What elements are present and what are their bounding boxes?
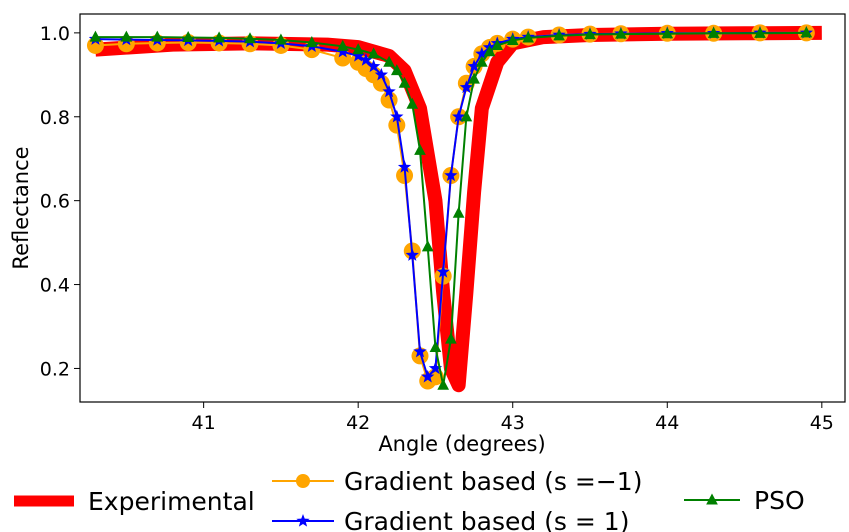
legend: Experimental Gradient based (s =−1) Grad… xyxy=(14,467,805,532)
data-point-triangle xyxy=(506,33,519,45)
x-tick-label: 45 xyxy=(810,412,834,434)
data-point-circle xyxy=(372,74,390,92)
data-point-triangle xyxy=(275,33,287,45)
data-point-triangle xyxy=(305,36,318,48)
data-point-star xyxy=(382,84,396,98)
plot-frame xyxy=(79,13,846,403)
data-point-triangle xyxy=(460,110,473,122)
legend-entry-gradient-s-neg1: Gradient based (s =−1) xyxy=(272,467,642,496)
data-point-star xyxy=(413,344,427,358)
data-point-triangle xyxy=(584,28,596,40)
data-point-star xyxy=(475,46,489,60)
legend-entry-pso: PSO xyxy=(684,486,805,515)
data-point-triangle xyxy=(707,26,720,38)
y-tick-label: 0.6 xyxy=(40,191,70,213)
x-tick-label: 44 xyxy=(655,412,679,434)
legend-marker-star xyxy=(296,514,310,527)
data-point-triangle xyxy=(522,31,535,43)
y-axis-label: Reflectance xyxy=(9,146,33,269)
legend-label-pso: PSO xyxy=(754,486,805,515)
data-point-triangle xyxy=(445,332,457,344)
data-point-triangle xyxy=(383,55,395,67)
data-point-triangle xyxy=(89,30,102,42)
legend-star-shape xyxy=(296,514,310,527)
data-point-triangle xyxy=(475,55,488,67)
data-point-triangle xyxy=(661,27,674,39)
legend-marker-triangle xyxy=(706,493,718,505)
data-point-star xyxy=(444,168,458,182)
data-point-triangle xyxy=(120,30,133,42)
data-point-triangle xyxy=(213,31,225,43)
data-point-triangle xyxy=(437,378,450,390)
data-point-star xyxy=(428,361,443,375)
data-point-star xyxy=(351,48,365,62)
y-tick-label: 0.8 xyxy=(40,107,70,129)
data-point-star xyxy=(436,264,450,278)
x-tick-label: 42 xyxy=(346,412,370,434)
data-point-triangle xyxy=(452,206,465,218)
legend-entry-experimental: Experimental xyxy=(14,487,255,516)
data-point-triangle xyxy=(182,30,195,43)
legend-label-experimental: Experimental xyxy=(88,487,255,516)
data-point-star xyxy=(467,59,481,73)
legend-label-gradient-s-neg1: Gradient based (s =−1) xyxy=(344,467,642,496)
y-axis: 0.2 0.4 0.6 0.8 1.0 xyxy=(40,23,80,380)
data-point-triangle xyxy=(406,97,419,109)
data-point-circle xyxy=(388,116,406,134)
data-point-star xyxy=(405,248,419,261)
data-point-star xyxy=(451,109,466,123)
legend-triangle-shape xyxy=(706,493,718,505)
x-axis: 41 42 43 44 45 xyxy=(192,402,834,434)
x-tick-label: 43 xyxy=(501,412,525,434)
data-point-triangle xyxy=(754,26,766,38)
series-3 xyxy=(89,26,813,390)
data-point-star xyxy=(459,80,474,94)
data-point-triangle xyxy=(468,72,480,84)
x-tick-label: 41 xyxy=(192,412,216,434)
data-point-triangle xyxy=(352,43,365,55)
data-point-star xyxy=(374,67,389,81)
data-point-triangle xyxy=(244,32,256,44)
data-point-star xyxy=(397,160,412,173)
data-point-triangle xyxy=(553,29,565,41)
data-point-star xyxy=(336,44,350,58)
legend-label-gradient-s-1: Gradient based (s = 1) xyxy=(344,507,629,532)
data-point-triangle xyxy=(151,30,164,42)
data-point-triangle xyxy=(615,27,627,39)
data-point-triangle xyxy=(800,26,813,38)
data-point-triangle xyxy=(398,76,411,88)
data-point-triangle xyxy=(336,39,349,51)
data-point-star xyxy=(366,59,381,73)
data-point-circle xyxy=(411,347,429,365)
legend-entry-gradient-s-1: Gradient based (s = 1) xyxy=(272,507,629,532)
y-tick-label: 0.2 xyxy=(40,358,70,380)
data-point-triangle xyxy=(414,143,426,155)
legend-marker-circle xyxy=(296,474,310,488)
data-point-triangle xyxy=(367,47,380,59)
data-point-star xyxy=(421,369,435,383)
data-point-triangle xyxy=(390,64,403,76)
data-point-star xyxy=(359,53,373,66)
y-tick-label: 0.4 xyxy=(40,275,70,297)
data-point-triangle xyxy=(429,340,442,353)
series-layer xyxy=(86,24,822,393)
data-point-star xyxy=(390,109,404,123)
y-tick-label: 1.0 xyxy=(40,23,70,45)
data-point-triangle xyxy=(483,45,496,57)
data-point-triangle xyxy=(491,38,504,51)
data-point-triangle xyxy=(421,240,434,252)
x-axis-label: Angle (degrees) xyxy=(378,432,545,456)
